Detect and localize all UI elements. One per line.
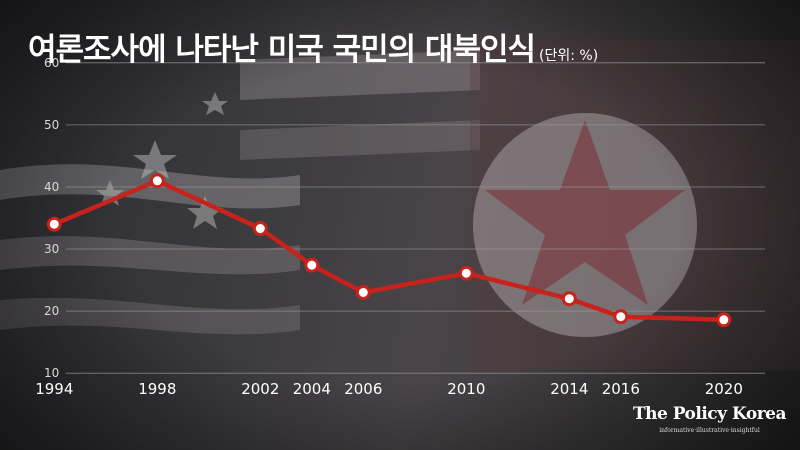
y-axis: 10 20 30 40 50 60: [44, 56, 59, 380]
brand-tagline: informative·illustrative·insightful: [659, 427, 760, 434]
x-tick-label-2004: 2004: [293, 380, 331, 398]
x-tick-label-2006: 2006: [344, 380, 382, 398]
x-tick-label-2014: 2014: [550, 380, 588, 398]
data-point-1998: [149, 173, 165, 189]
y-tick-label-60: 60: [44, 56, 59, 70]
y-tick-label-30: 30: [44, 242, 59, 256]
x-tick-label-2010: 2010: [447, 380, 485, 398]
data-point-2002: [252, 221, 268, 237]
chart-title: 여론조사에 나타난 미국 국민의 대북인식 (단위: %): [28, 24, 598, 69]
data-point-2006: [355, 284, 371, 300]
title-text: 여론조사에 나타난 미국 국민의 대북인식: [28, 32, 536, 68]
x-tick-label-2016: 2016: [602, 380, 640, 398]
data-point-2010: [458, 265, 474, 281]
y-tick-label-20: 20: [44, 304, 59, 318]
y-tick-label-10: 10: [44, 366, 59, 380]
gridlines: [66, 62, 765, 374]
x-tick-label-1998: 1998: [138, 380, 176, 398]
unit-label: (단위: %): [539, 48, 599, 64]
x-tick-label-2020: 2020: [705, 380, 743, 398]
series-survey: [46, 173, 732, 328]
x-tick-label-1994: 1994: [35, 380, 73, 398]
data-point-2014: [561, 291, 577, 307]
x-axis: 1994 1998 2002 2004 2006 2010 2014 2016 2020: [35, 380, 743, 398]
y-tick-label-40: 40: [44, 180, 59, 194]
data-point-2020: [716, 312, 732, 328]
series-line: [53, 178, 724, 323]
x-tick-label-2002: 2002: [241, 380, 279, 398]
data-point-1994: [46, 216, 62, 232]
data-point-2004: [304, 257, 320, 273]
brand-logo: The Policy Korea informative·illustrativ…: [632, 404, 787, 434]
brand-name: The Policy Korea: [632, 404, 787, 424]
data-point-2016: [613, 309, 629, 325]
y-tick-label-50: 50: [44, 118, 59, 132]
